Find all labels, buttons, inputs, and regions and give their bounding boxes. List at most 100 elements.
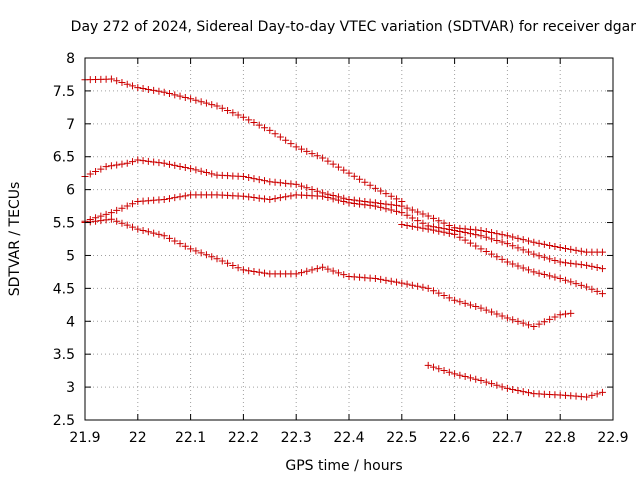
data-point: [482, 233, 490, 241]
data-point: [429, 363, 437, 371]
y-tick-label: 5: [66, 248, 75, 264]
data-point: [598, 248, 606, 256]
data-point: [530, 323, 538, 331]
data-point: [165, 234, 173, 242]
data-point: [250, 194, 258, 202]
data-point: [334, 269, 342, 277]
data-point: [598, 290, 606, 298]
data-point: [403, 211, 411, 219]
data-point: [92, 217, 100, 225]
x-axis-ticks: 21.9 22 22.1 22.2 22.3 22.4 22.5 22.6 22.7 22.8 22…: [69, 58, 629, 446]
data-point: [493, 310, 501, 318]
data-point: [266, 126, 274, 134]
data-point: [477, 245, 485, 253]
data-point: [572, 280, 580, 288]
data-point: [340, 271, 348, 279]
data-point: [429, 214, 437, 222]
data-point: [176, 162, 184, 170]
y-tick-label: 7.5: [53, 84, 75, 100]
data-point: [461, 229, 469, 237]
data-point: [324, 265, 332, 273]
data-point: [466, 239, 474, 247]
x-tick-label: 21.9: [69, 430, 100, 446]
data-point: [313, 152, 321, 160]
data-point: [134, 84, 142, 92]
data-point: [139, 85, 147, 93]
data-point: [514, 317, 522, 325]
x-tick-label: 22.9: [597, 430, 628, 446]
data-point: [540, 271, 548, 279]
data-point: [445, 368, 453, 376]
y-tick-label: 3.5: [53, 347, 75, 363]
data-point: [461, 373, 469, 381]
data-point: [345, 169, 353, 177]
data-point: [255, 121, 263, 129]
data-point: [408, 281, 416, 289]
data-point: [129, 223, 137, 231]
data-point: [482, 248, 490, 256]
data-point: [546, 241, 554, 249]
data-point: [102, 163, 110, 171]
data-point: [229, 109, 237, 117]
y-tick-label: 8: [66, 51, 75, 67]
data-point: [308, 186, 316, 194]
data-point: [171, 161, 179, 169]
data-point: [377, 203, 385, 211]
data-point: [176, 240, 184, 248]
data-point: [319, 192, 327, 200]
data-point: [424, 284, 432, 292]
data-point: [408, 206, 416, 214]
x-tick-label: 22.1: [175, 430, 206, 446]
data-point: [213, 102, 221, 110]
data-point: [525, 389, 533, 397]
data-point: [139, 157, 147, 165]
data-point: [218, 257, 226, 265]
data-point: [561, 310, 569, 318]
data-point: [308, 150, 316, 158]
data-point: [393, 278, 401, 286]
data-point: [414, 223, 422, 231]
data-point: [208, 170, 216, 178]
data-point: [113, 217, 121, 225]
data-point: [382, 190, 390, 198]
data-point: [129, 158, 137, 166]
data-point: [477, 232, 485, 240]
data-point: [329, 267, 337, 275]
data-point: [102, 216, 110, 224]
data-point: [139, 226, 147, 234]
data-point: [86, 170, 94, 178]
data-point: [466, 230, 474, 238]
data-point: [250, 268, 258, 276]
data-point: [472, 231, 480, 239]
x-tick-label: 22: [129, 430, 147, 446]
data-point: [519, 319, 527, 327]
data-point: [530, 238, 538, 246]
data-point: [461, 236, 469, 244]
data-point: [261, 195, 269, 203]
data-point: [250, 119, 258, 127]
data-point: [572, 260, 580, 268]
data-point: [577, 281, 585, 289]
data-point: [181, 164, 189, 172]
data-point: [113, 161, 121, 169]
data-point: [382, 276, 390, 284]
x-tick-label: 22.7: [492, 430, 523, 446]
data-point: [588, 285, 596, 293]
data-point: [250, 175, 258, 183]
y-tick-label: 4: [66, 314, 75, 330]
data-point: [435, 289, 443, 297]
data-point: [287, 192, 295, 200]
data-point: [118, 78, 126, 86]
data-point: [266, 178, 274, 186]
data-point: [239, 266, 247, 274]
data-point: [292, 143, 300, 151]
data-point: [519, 388, 527, 396]
data-point: [461, 299, 469, 307]
data-point: [356, 200, 364, 208]
data-point: [261, 124, 269, 132]
data-point: [113, 77, 121, 85]
data-point: [261, 269, 269, 277]
data-point: [498, 231, 506, 239]
data-point: [535, 239, 543, 247]
